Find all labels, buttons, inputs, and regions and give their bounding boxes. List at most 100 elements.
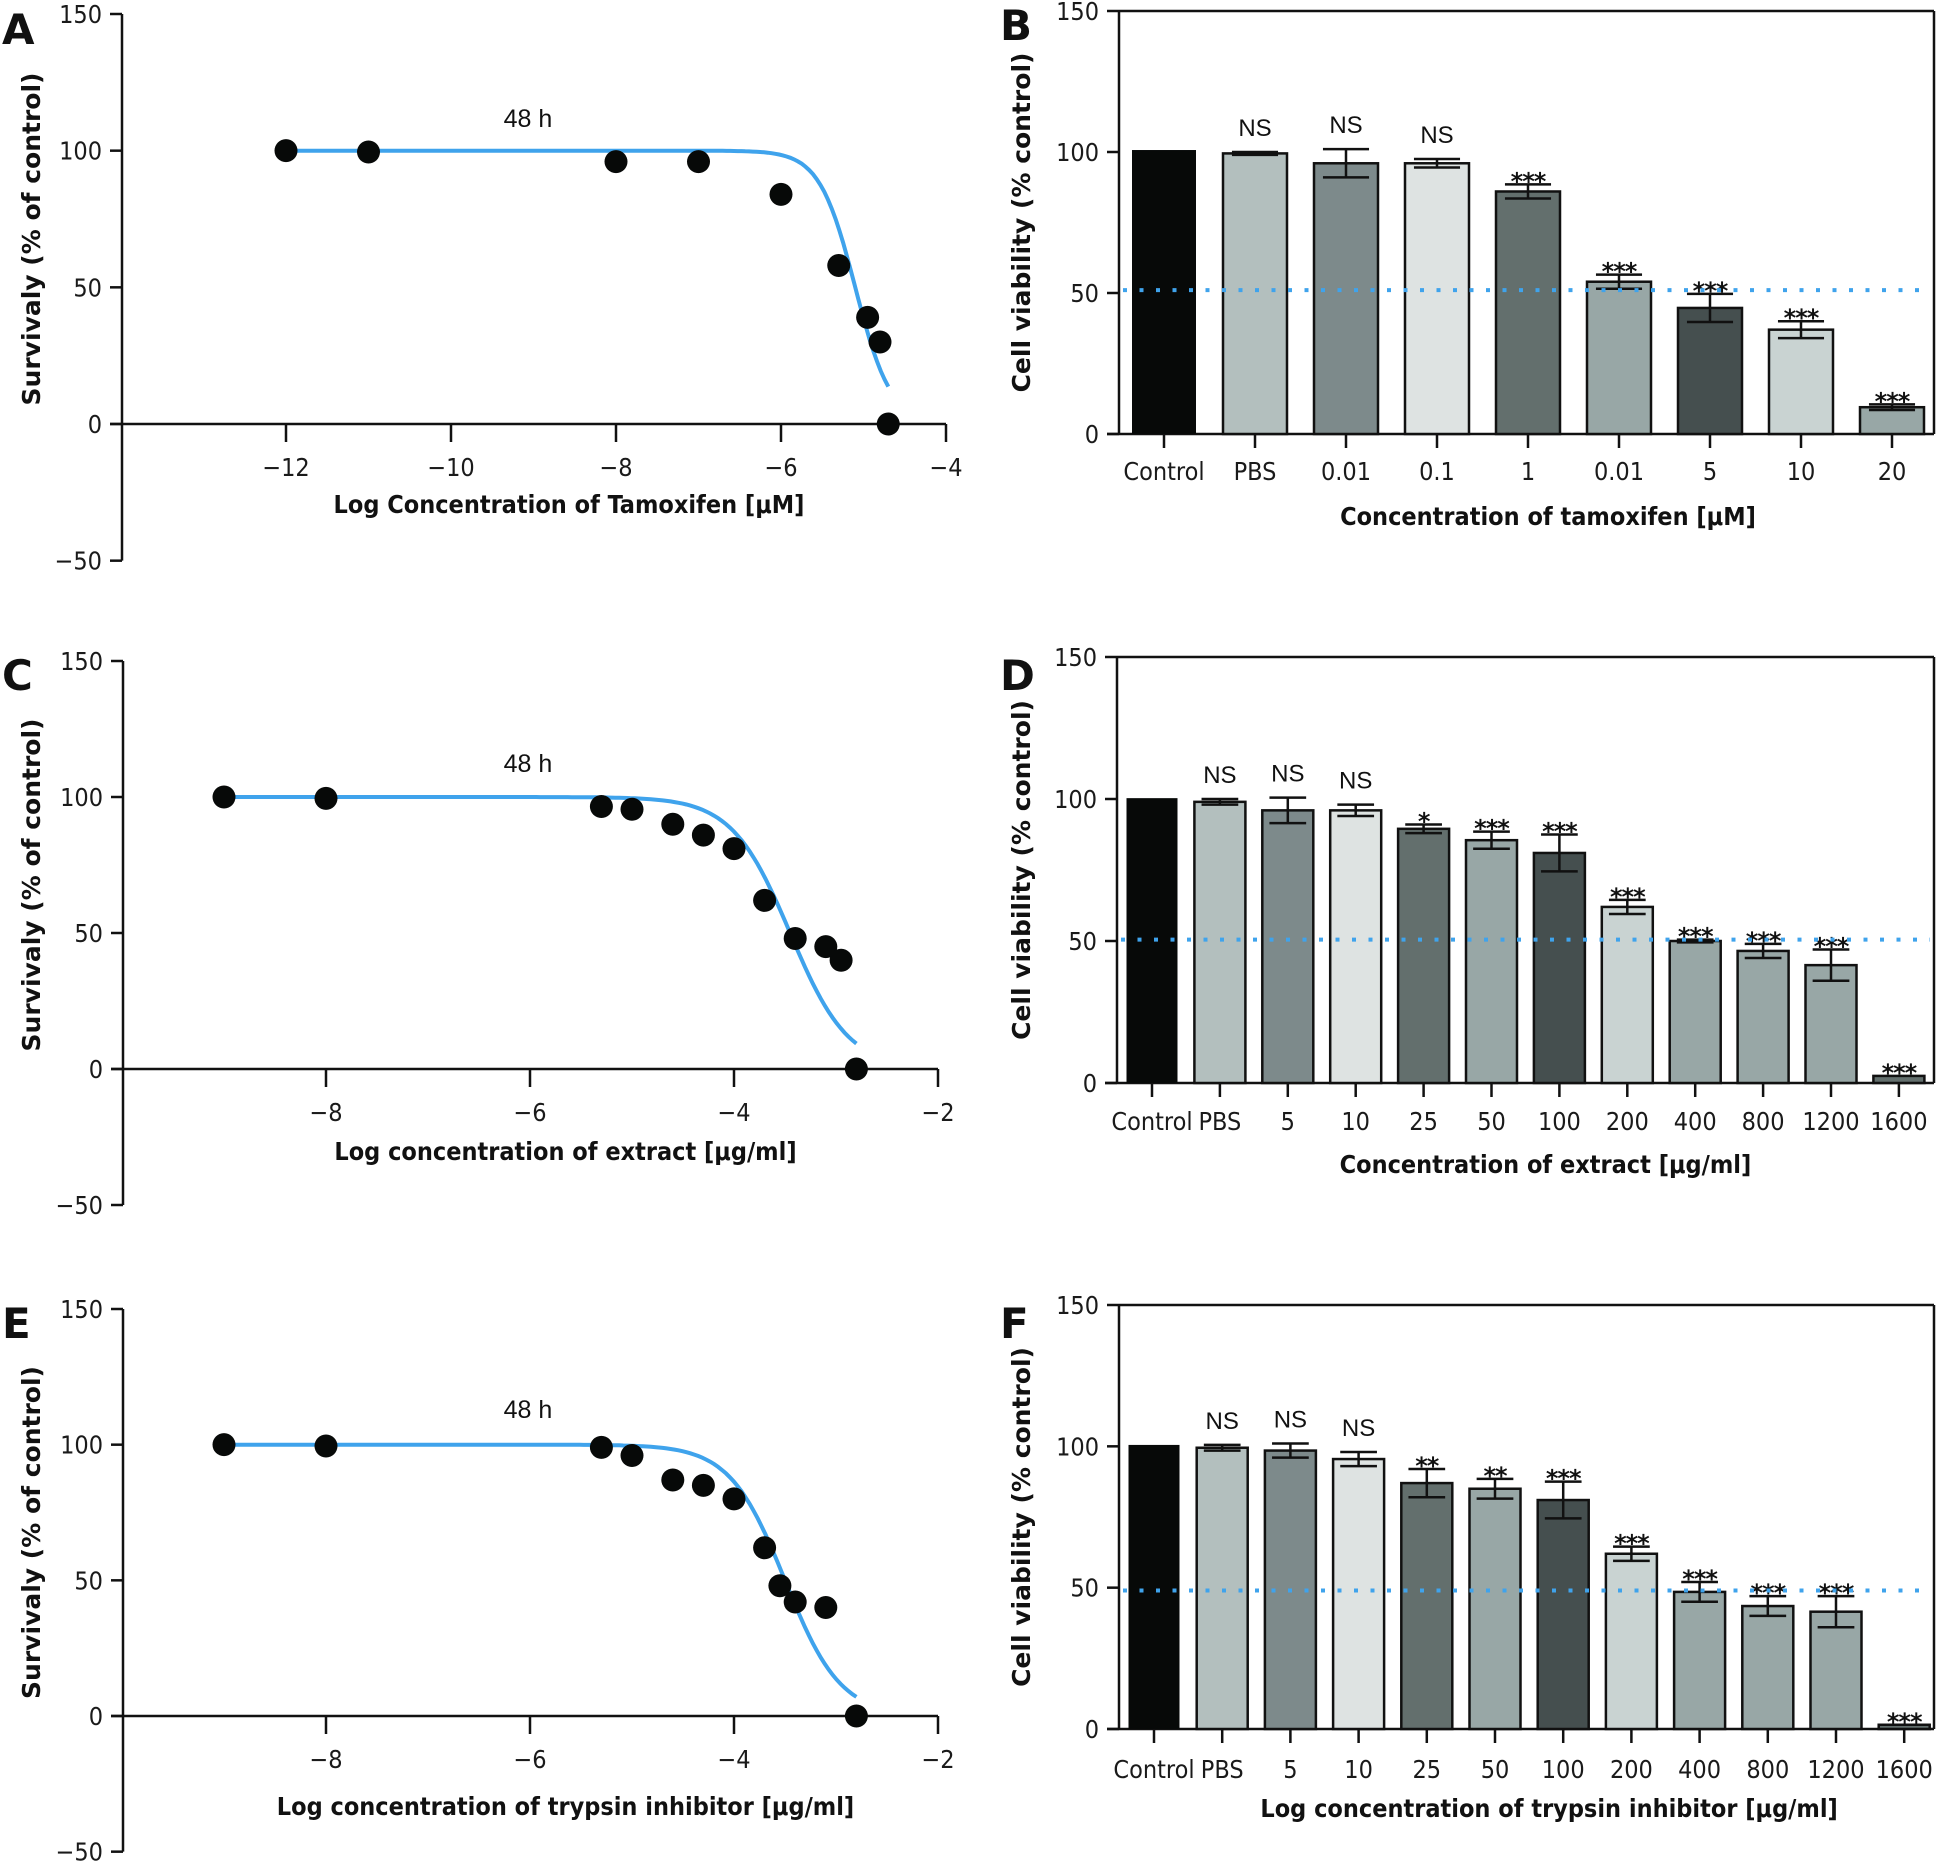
bar [1585, 280, 1653, 436]
bar [1600, 905, 1655, 1085]
bar [1604, 1552, 1659, 1731]
bar [1221, 152, 1289, 436]
x-tick-label: 5 [1283, 1755, 1297, 1784]
bar [1672, 1590, 1727, 1731]
x-tick-label: −8 [309, 1745, 342, 1774]
bar [1400, 1481, 1454, 1731]
x-tick-label: −8 [309, 1098, 342, 1127]
bar [1126, 798, 1178, 1083]
x-tick-label: 1 [1521, 457, 1535, 486]
data-point [722, 1487, 746, 1511]
y-tick-label: −50 [56, 1838, 103, 1862]
y-tick-label: 100 [1054, 785, 1097, 814]
data-point [856, 305, 880, 329]
y-tick-label: 100 [1056, 1432, 1099, 1461]
y-axis-title: Cell viability (% control) [1007, 53, 1036, 393]
bar [1804, 963, 1858, 1085]
data-point [827, 253, 851, 277]
x-tick-label: −12 [262, 453, 309, 482]
data-point [212, 785, 236, 809]
x-tick-label: 50 [1481, 1755, 1510, 1784]
significance-stars: ** [1415, 1452, 1440, 1480]
data-point [814, 935, 838, 959]
bar [1464, 838, 1519, 1085]
fit-curve [224, 1442, 858, 1699]
x-tick-label: Control [1113, 1755, 1194, 1784]
y-tick-label: 0 [1085, 420, 1099, 449]
data-point [661, 812, 685, 836]
significance-stars: *** [1542, 818, 1578, 846]
x-tick-label: 20 [1878, 457, 1907, 486]
data-point [691, 1473, 715, 1497]
y-tick-label: 100 [1056, 138, 1099, 167]
y-tick-label: 150 [60, 647, 103, 676]
significance-stars: *** [1693, 277, 1729, 305]
x-tick-label: 25 [1409, 1107, 1438, 1136]
x-tick-label: 200 [1606, 1107, 1649, 1136]
x-axis-title: Log concentration of extract [μg/ml] [334, 1137, 796, 1166]
x-tick-label: 1200 [1802, 1107, 1859, 1136]
significance-stars: *** [1602, 258, 1638, 286]
data-point [620, 1444, 644, 1468]
y-tick-label: 150 [60, 1295, 103, 1324]
x-tick-label: 10 [1341, 1107, 1370, 1136]
bar [1128, 1444, 1180, 1729]
data-point [274, 139, 298, 163]
x-tick-label: −10 [427, 453, 474, 482]
panel-e: E Survivaly (% of control) −50 0 50 100 150 −8 −… [2, 1295, 955, 1862]
x-axis-title: Log Concentration of Tamoxifen [μM] [334, 490, 805, 519]
y-tick-label: 0 [1083, 1069, 1097, 1098]
data-point [768, 1574, 792, 1598]
data-point [844, 1704, 868, 1728]
significance-stars: *** [1814, 933, 1850, 961]
panel-a: A Survivaly (% of control) −50 0 50 100 150 −12… [2, 0, 963, 576]
data-point [753, 1536, 777, 1560]
y-axis-title: Survivaly (% of control) [17, 73, 46, 406]
x-tick-label: −6 [513, 1098, 546, 1127]
fit-curve [224, 795, 858, 1046]
time-annotation: 48 h [504, 750, 553, 778]
x-tick-label: 5 [1281, 1107, 1295, 1136]
data-point [620, 797, 644, 821]
x-tick-label: 800 [1746, 1755, 1789, 1784]
panel-letter: A [2, 5, 35, 54]
significance-ns: NS [1238, 115, 1271, 142]
significance-stars: * [1418, 808, 1431, 836]
x-tick-label: 1600 [1870, 1107, 1927, 1136]
y-tick-label: 150 [1056, 0, 1099, 26]
data-point [844, 1057, 868, 1081]
data-point [661, 1468, 685, 1492]
y-tick-label: 50 [1070, 1574, 1099, 1603]
x-tick-label: PBS [1198, 1107, 1241, 1136]
y-tick-label: 0 [88, 410, 102, 439]
bar [1809, 1610, 1863, 1731]
x-tick-label: 0.1 [1419, 457, 1455, 486]
data-point [868, 330, 892, 354]
bar [1468, 1487, 1522, 1731]
y-tick-label: 150 [59, 0, 102, 29]
data-point [212, 1433, 236, 1457]
data-point [604, 150, 628, 174]
significance-stars: *** [1887, 1708, 1923, 1736]
bar [1193, 800, 1247, 1085]
bar [1494, 190, 1562, 436]
x-tick-label: 400 [1674, 1107, 1717, 1136]
bar [1532, 851, 1587, 1085]
significance-stars: *** [1784, 304, 1820, 332]
x-tick-label: −4 [929, 453, 962, 482]
time-annotation: 48 h [504, 1396, 553, 1424]
data-point [687, 150, 710, 174]
x-tick-label: −2 [921, 1098, 954, 1127]
significance-stars: *** [1678, 923, 1714, 951]
x-tick-label: 50 [1477, 1107, 1506, 1136]
significance-stars: *** [1546, 1465, 1582, 1493]
bar [1195, 1446, 1249, 1731]
y-axis-title: Cell viability (% control) [1007, 700, 1036, 1040]
x-tick-label: −4 [717, 1745, 750, 1774]
data-point [314, 786, 338, 810]
bar [1312, 162, 1380, 436]
x-tick-label: −4 [717, 1098, 750, 1127]
